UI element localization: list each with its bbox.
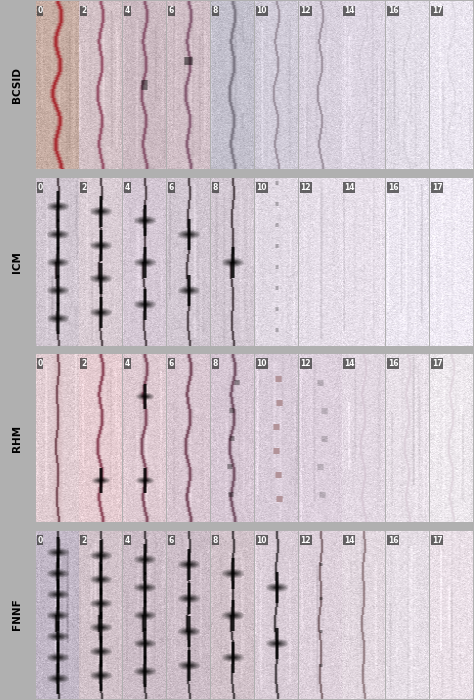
Text: 17: 17 [432,183,443,192]
Text: 14: 14 [344,359,355,368]
Text: 6: 6 [169,6,174,15]
Text: 0: 0 [37,183,43,192]
Text: 2: 2 [81,359,86,368]
Text: 2: 2 [81,6,86,15]
Text: 10: 10 [256,183,267,192]
Text: 4: 4 [125,359,130,368]
Text: ICM: ICM [12,251,22,273]
Text: 16: 16 [388,359,399,368]
Text: 16: 16 [388,6,399,15]
Text: 17: 17 [432,536,443,545]
Text: 4: 4 [125,183,130,192]
Text: 6: 6 [169,183,174,192]
Text: RHM: RHM [12,425,22,452]
Text: 4: 4 [125,536,130,545]
Text: 4: 4 [125,6,130,15]
Text: 10: 10 [256,359,267,368]
Text: 17: 17 [432,6,443,15]
Text: 16: 16 [388,536,399,545]
Text: 0: 0 [37,359,43,368]
Text: 2: 2 [81,183,86,192]
Text: 16: 16 [388,183,399,192]
Text: 8: 8 [213,183,218,192]
Text: 8: 8 [213,359,218,368]
Text: 12: 12 [301,359,311,368]
Text: 14: 14 [344,536,355,545]
Text: 14: 14 [344,183,355,192]
Text: 6: 6 [169,536,174,545]
Text: 8: 8 [213,536,218,545]
Text: FNNF: FNNF [12,598,22,631]
Text: 8: 8 [213,6,218,15]
Text: 12: 12 [301,6,311,15]
Text: 10: 10 [256,6,267,15]
Text: 14: 14 [344,6,355,15]
Text: 10: 10 [256,536,267,545]
Text: 17: 17 [432,359,443,368]
Text: 0: 0 [37,6,43,15]
Text: 12: 12 [301,536,311,545]
Text: 6: 6 [169,359,174,368]
Text: 2: 2 [81,536,86,545]
Text: 0: 0 [37,536,43,545]
Text: BCSID: BCSID [12,67,22,104]
Text: 12: 12 [301,183,311,192]
